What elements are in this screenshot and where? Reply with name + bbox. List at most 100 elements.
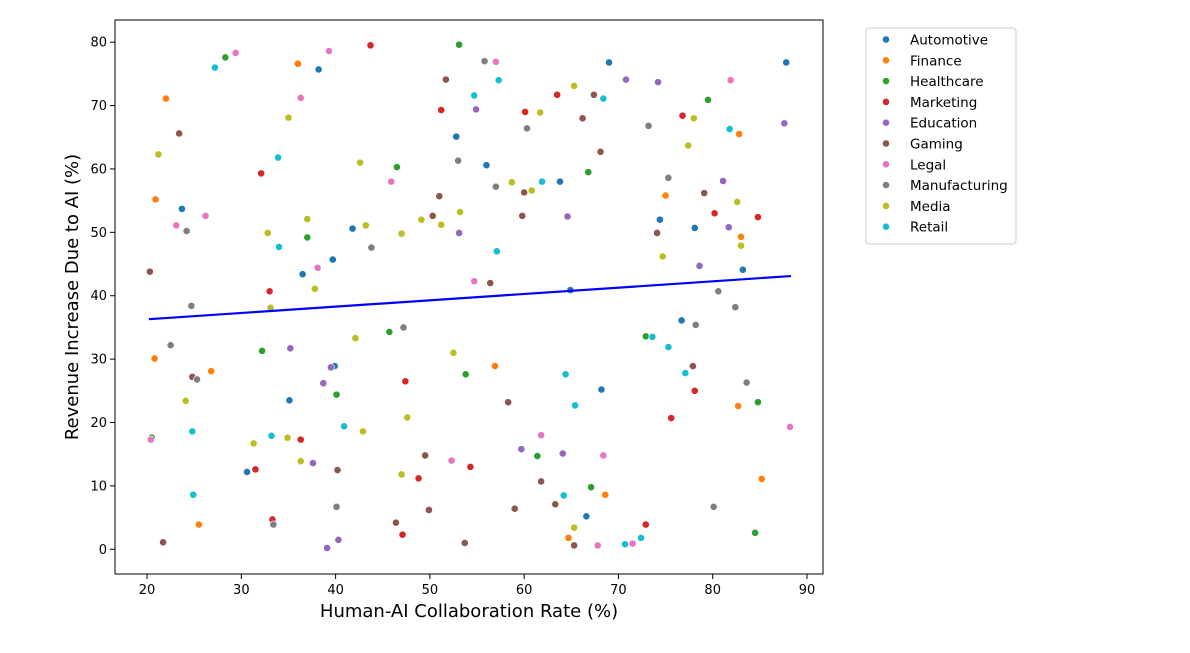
x-tick-label: 80 [704, 583, 721, 598]
series-finance [150, 59, 766, 542]
data-point [700, 189, 709, 197]
legend-marker [882, 77, 890, 85]
data-point [466, 462, 475, 471]
data-point [472, 105, 480, 114]
data-point [738, 265, 747, 274]
data-point [334, 535, 343, 544]
y-tick-label: 70 [90, 99, 107, 114]
data-point [447, 456, 456, 465]
data-point [435, 192, 444, 201]
data-point [622, 75, 630, 84]
data-point [689, 114, 698, 123]
data-point [537, 431, 546, 440]
data-point [492, 247, 501, 256]
data-point [150, 354, 159, 363]
legend-label: Legal [910, 157, 946, 173]
data-point [333, 466, 342, 474]
data-point [296, 457, 305, 466]
data-point [690, 386, 699, 395]
data-point [326, 363, 335, 372]
data-point [719, 177, 727, 185]
data-point [724, 223, 733, 232]
data-point [637, 533, 645, 542]
y-tick-label: 50 [90, 226, 107, 241]
data-point [653, 229, 661, 237]
y-tick-label: 40 [90, 289, 107, 304]
x-axis-label: Human-AI Collaboration Rate (%) [320, 601, 618, 622]
data-point [521, 108, 529, 116]
data-point [293, 59, 302, 68]
x-tick-label: 60 [516, 583, 533, 598]
x-tick-label: 30 [233, 583, 250, 598]
trendline-layer [148, 274, 792, 321]
y-axis-label: Revenue Increase Due to AI (%) [62, 154, 83, 440]
data-point [325, 47, 333, 55]
data-point [661, 191, 670, 200]
data-point [695, 262, 704, 270]
legend-marker [882, 201, 890, 210]
legend-marker [882, 35, 890, 44]
legend-item-media: Media [882, 199, 951, 215]
data-point [392, 518, 400, 527]
data-point [201, 211, 210, 220]
data-point [507, 178, 516, 187]
data-point [442, 75, 450, 84]
data-point [351, 334, 360, 343]
data-point [558, 449, 567, 458]
legend-frame [865, 27, 1017, 245]
legend-item-legal: Legal [882, 157, 946, 173]
data-point [596, 147, 605, 156]
data-point [452, 132, 461, 141]
data-point [520, 188, 529, 197]
data-point [187, 301, 196, 310]
y-tick-label: 10 [90, 479, 107, 494]
data-point [599, 451, 608, 460]
data-point [437, 106, 446, 114]
data-point [175, 129, 184, 138]
series-education [286, 75, 789, 552]
legend-marker [882, 98, 890, 106]
data-point [361, 221, 370, 230]
data-point [403, 413, 412, 422]
data-point [658, 252, 667, 261]
data-point [605, 58, 613, 67]
legend-label: Manufacturing [910, 178, 1008, 194]
data-point [786, 423, 794, 431]
y-tick-label: 60 [90, 162, 107, 177]
data-point [151, 195, 160, 204]
series-healthcare [147, 40, 762, 537]
data-point [340, 422, 348, 431]
data-point [641, 332, 650, 341]
data-point [332, 390, 341, 399]
data-point [319, 379, 328, 388]
legend-label: Retail [910, 220, 948, 236]
data-points [145, 40, 794, 552]
data-point [538, 177, 546, 186]
data-point [656, 215, 664, 224]
data-point [504, 398, 513, 407]
data-point [751, 528, 760, 537]
data-point [641, 520, 650, 529]
data-point [421, 451, 430, 460]
data-point [385, 327, 394, 336]
data-point [309, 459, 317, 467]
x-tick-label: 70 [610, 583, 627, 598]
data-point [387, 177, 396, 186]
data-point [265, 287, 274, 296]
data-point [425, 506, 433, 514]
data-point [578, 114, 587, 123]
legend-item-gaming: Gaming [882, 137, 963, 153]
legend-label: Healthcare [910, 74, 984, 90]
data-point [737, 241, 745, 250]
data-point [328, 255, 337, 264]
data-point [366, 41, 375, 50]
data-point [414, 474, 423, 483]
y-tick-label: 80 [90, 36, 107, 51]
data-point [593, 541, 602, 550]
data-point [648, 333, 657, 341]
data-point [735, 130, 743, 138]
data-point [460, 539, 469, 547]
data-point [348, 224, 357, 233]
data-point [556, 177, 564, 186]
data-point [621, 540, 629, 549]
